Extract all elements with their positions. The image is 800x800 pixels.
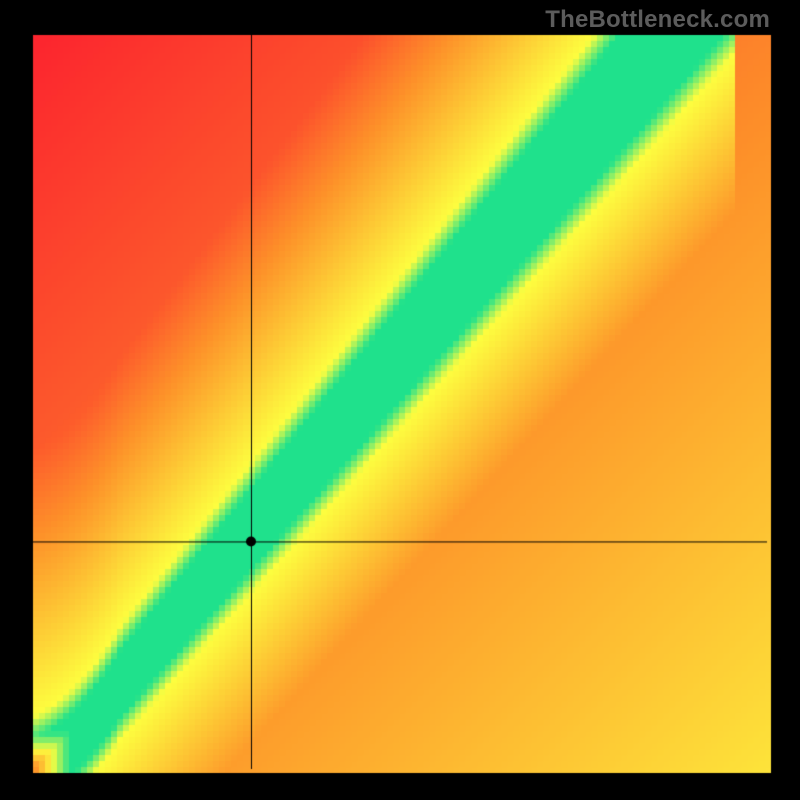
chart-container: TheBottleneck.com <box>0 0 800 800</box>
heatmap-canvas <box>0 0 800 800</box>
watermark-text: TheBottleneck.com <box>545 6 770 34</box>
